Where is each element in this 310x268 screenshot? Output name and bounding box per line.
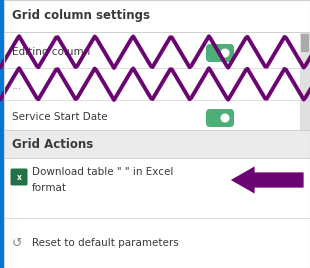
Bar — [4, 158, 310, 218]
Bar — [4, 218, 310, 268]
Text: format: format — [32, 183, 67, 193]
Circle shape — [220, 49, 229, 58]
FancyBboxPatch shape — [206, 109, 234, 127]
Text: Service Start Date: Service Start Date — [12, 112, 108, 122]
Bar — [0, 0, 4, 268]
Text: Grid Actions: Grid Actions — [12, 137, 93, 151]
FancyBboxPatch shape — [11, 169, 28, 185]
Text: Editing column: Editing column — [12, 47, 90, 57]
Text: Download table " " in Excel: Download table " " in Excel — [32, 167, 173, 177]
FancyBboxPatch shape — [206, 44, 234, 62]
Text: x: x — [16, 173, 21, 181]
Bar — [4, 0, 310, 32]
Circle shape — [220, 114, 229, 122]
Bar — [301, 34, 309, 52]
Text: Reset to default parameters: Reset to default parameters — [32, 238, 179, 248]
Bar — [4, 130, 310, 158]
Text: Grid column settings: Grid column settings — [12, 9, 150, 23]
Bar — [300, 32, 310, 130]
Text: ↺: ↺ — [12, 236, 23, 250]
FancyArrow shape — [228, 164, 305, 196]
Text: ...: ... — [12, 81, 22, 91]
